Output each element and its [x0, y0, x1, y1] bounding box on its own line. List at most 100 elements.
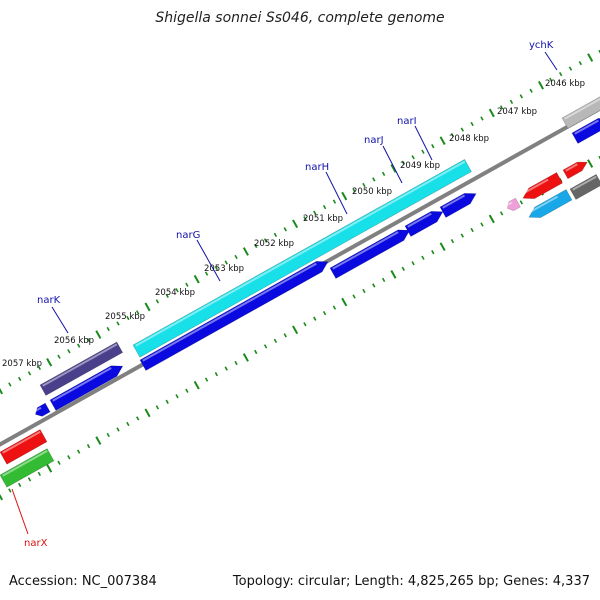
outer-tick — [106, 326, 110, 332]
gene-label-narJ: narJ — [364, 135, 384, 146]
outer-tick — [578, 60, 583, 66]
outer-tick — [362, 182, 366, 188]
outer-tick — [136, 310, 140, 315]
tick-label: 2048 kbp — [449, 134, 489, 144]
gene-leader-line — [11, 488, 29, 535]
outer-tick — [332, 199, 337, 204]
gene-label-narG: narG — [176, 230, 200, 241]
outer-tick — [549, 77, 553, 82]
outer-tick — [568, 66, 573, 71]
ychK-feature — [561, 95, 600, 129]
narK-feature — [39, 341, 124, 396]
inner-tick — [460, 233, 464, 238]
inner-tick — [499, 211, 504, 216]
inner-tick — [341, 297, 348, 307]
pink-feature — [507, 197, 521, 212]
inner-tick — [242, 353, 249, 362]
outer-tick — [352, 188, 356, 193]
outer-tick — [390, 164, 397, 173]
inner-tick — [450, 238, 455, 244]
outer-tick — [27, 371, 32, 376]
ychK-lower-feature — [571, 118, 600, 144]
inner-tick — [263, 344, 268, 349]
outer-tick — [263, 238, 268, 243]
inner-tick — [470, 227, 474, 233]
outer-tick — [193, 274, 200, 284]
tick-label: 2053 kbp — [204, 264, 244, 274]
inner-tick — [283, 333, 287, 338]
tick-label: 2046 kbp — [545, 79, 585, 89]
inner-tick — [77, 449, 81, 454]
narI-feature — [439, 193, 477, 218]
inner-tick — [362, 288, 366, 294]
inner-tick — [185, 388, 189, 393]
gene-leader-line — [382, 145, 403, 184]
gene-label-narH: narH — [305, 162, 329, 173]
inner-tick — [292, 325, 299, 335]
outer-tick — [598, 49, 600, 54]
small-feature — [35, 402, 51, 417]
tick-label: 2052 kbp — [254, 239, 294, 249]
outer-tick — [537, 80, 545, 90]
inner-tick — [144, 408, 151, 418]
inner-tick — [332, 305, 337, 310]
outer-tick — [303, 216, 307, 221]
inner-tick — [8, 488, 12, 493]
outer-tick — [95, 330, 102, 339]
inner-tick — [254, 349, 258, 355]
accession-text: Accession: NC_007384 — [9, 574, 157, 589]
inner-tick — [352, 294, 356, 299]
outer-tick — [17, 376, 22, 382]
gene-label-narI: narI — [397, 116, 417, 127]
outer-tick — [558, 72, 563, 77]
outer-tick — [322, 205, 327, 210]
inner-tick — [303, 322, 307, 327]
tick-label: 2056 kbp — [54, 336, 94, 346]
inner-tick — [193, 380, 200, 390]
outer-tick — [519, 94, 523, 99]
inner-tick — [224, 366, 228, 371]
inner-tick — [598, 155, 600, 160]
inner-tick — [214, 371, 219, 377]
inner-tick — [421, 255, 425, 260]
inner-tick — [372, 283, 376, 288]
outer-tick — [470, 121, 474, 127]
outer-tick — [529, 88, 533, 93]
outer-tick — [439, 136, 446, 145]
outer-tick — [431, 144, 435, 149]
outer-tick — [165, 293, 169, 298]
outer-tick — [185, 282, 189, 287]
inner-tick — [390, 270, 397, 279]
outer-tick — [480, 116, 484, 121]
gene-leader-line — [325, 171, 348, 215]
outer-tick — [144, 302, 151, 312]
outer-tick — [67, 349, 71, 354]
outer-tick — [587, 53, 594, 62]
inner-tick — [234, 360, 238, 366]
outer-tick — [292, 219, 299, 229]
genome-title: Shigella sonnei Ss046, complete genome — [155, 10, 445, 26]
outer-tick — [77, 343, 81, 348]
outer-tick — [242, 247, 249, 256]
inner-tick — [204, 377, 209, 382]
inner-tick — [116, 427, 120, 432]
red-feature — [522, 172, 563, 199]
outer-tick — [126, 315, 130, 321]
tick-label: 2051 kbp — [303, 214, 343, 224]
skyblue-feature — [528, 189, 573, 218]
label-layer: 2046 kbp 2047 kbp 2048 kbp 2049 kbp 2050 kbp… — [2, 40, 585, 549]
gene-label-ychK: ychK — [529, 40, 554, 51]
narG-lower-feature — [139, 261, 329, 371]
outer-tick — [509, 99, 514, 105]
gene-leader-line — [51, 306, 69, 334]
gene-leader-line — [544, 51, 558, 71]
inner-tick — [155, 405, 160, 410]
inner-tick — [480, 222, 484, 227]
outer-tick — [224, 260, 228, 265]
narJ-feature — [404, 211, 444, 237]
genome-info-text: Topology: circular; Length: 4,825,265 bp… — [232, 574, 590, 589]
inner-tick — [587, 159, 594, 168]
inner-tick — [106, 432, 110, 438]
inner-tick — [488, 214, 495, 224]
